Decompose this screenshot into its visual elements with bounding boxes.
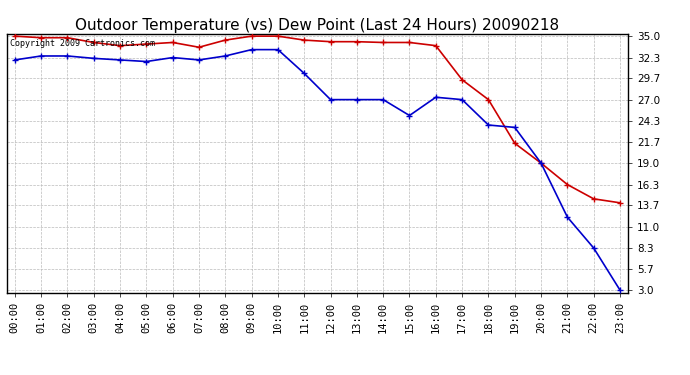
Text: Copyright 2009 Cartronics.com: Copyright 2009 Cartronics.com xyxy=(10,39,155,48)
Title: Outdoor Temperature (vs) Dew Point (Last 24 Hours) 20090218: Outdoor Temperature (vs) Dew Point (Last… xyxy=(75,18,560,33)
